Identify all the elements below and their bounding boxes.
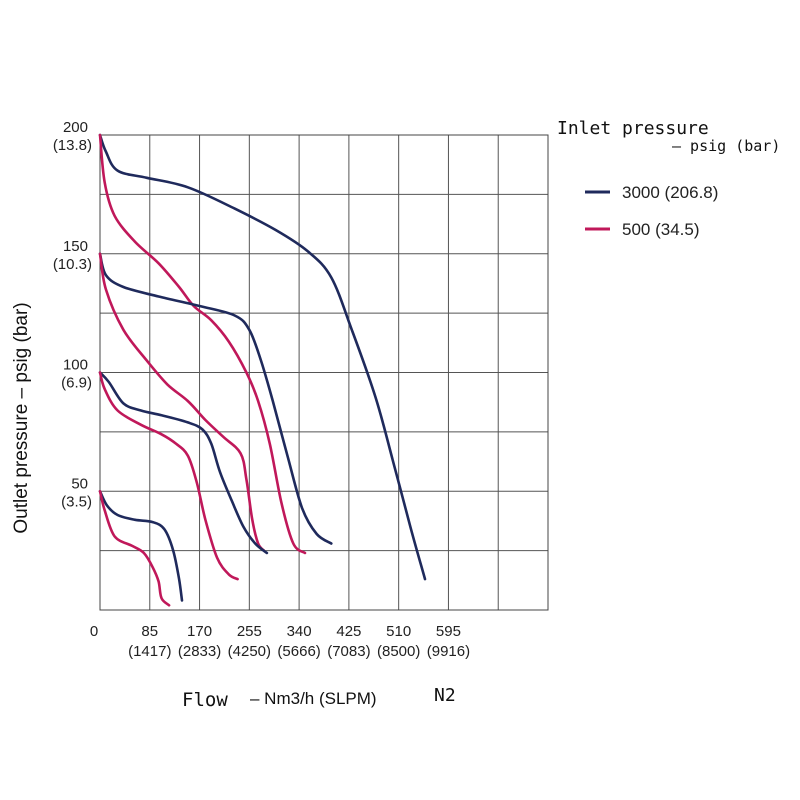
- y-axis-title: Outlet pressure – psig (bar): [11, 302, 32, 533]
- series-line-500-setpoint-100: [98, 371, 239, 581]
- series-layer: [98, 133, 427, 607]
- legend-label: 3000 (206.8): [622, 183, 718, 202]
- x-axis-title-unit: – Nm3/h (SLPM): [250, 689, 377, 708]
- x-tick-sublabel: (1417): [128, 643, 171, 660]
- y-tick-label: 200: [63, 119, 88, 136]
- legend-entries: 3000 (206.8) 500 (34.5): [585, 183, 718, 239]
- x-axis-title-gas: N2: [434, 685, 456, 706]
- x-tick-label: 0: [90, 623, 98, 640]
- x-tick-label: 595: [436, 623, 461, 640]
- series-line-3000-setpoint-100: [98, 371, 269, 555]
- y-tick-sublabel: (6.9): [61, 375, 92, 392]
- x-tick-label: 510: [386, 623, 411, 640]
- series-line-500-setpoint-50: [98, 490, 171, 607]
- y-tick-sublabel: (13.8): [53, 137, 92, 154]
- x-tick-sublabel: (8500): [377, 643, 420, 660]
- y-tick-sublabel: (10.3): [53, 256, 92, 273]
- x-tick-sublabel: (7083): [327, 643, 370, 660]
- x-tick-label: 170: [187, 623, 212, 640]
- series-line-500-setpoint-200: [98, 133, 307, 555]
- x-tick-sublabel: (2833): [178, 643, 221, 660]
- x-tick-sublabel: (4250): [228, 643, 271, 660]
- legend-title: Inlet pressure: [557, 118, 709, 139]
- x-tick-label: 85: [141, 623, 158, 640]
- x-axis-title-main: Flow: [182, 689, 228, 711]
- x-tick-sublabel: (9916): [427, 643, 470, 660]
- y-tick-label: 50: [71, 475, 88, 492]
- legend: Inlet pressure – psig (bar) 3000 (206.8)…: [557, 118, 780, 239]
- y-tick-labels: 200(13.8) 150(10.3) 100(6.9) 50(3.5): [53, 119, 92, 510]
- y-tick-label: 100: [63, 357, 88, 374]
- x-tick-labels: 0 85 (1417) 170 (2833) 255 (4250) 340 (5666) 425 (…: [90, 623, 470, 660]
- x-tick-label: 255: [237, 623, 262, 640]
- x-tick-sublabel: (5666): [277, 643, 320, 660]
- y-tick-label: 150: [63, 238, 88, 255]
- legend-subtitle: – psig (bar): [672, 137, 780, 155]
- x-tick-label: 425: [336, 623, 361, 640]
- series-line-3000-setpoint-200: [98, 133, 427, 581]
- y-tick-sublabel: (3.5): [61, 493, 92, 510]
- series-line-3000-setpoint-50: [98, 490, 184, 602]
- x-tick-label: 340: [287, 623, 312, 640]
- series-line-3000-setpoint-150: [98, 252, 333, 545]
- series-line-500-setpoint-150: [98, 252, 266, 552]
- legend-label: 500 (34.5): [622, 220, 700, 239]
